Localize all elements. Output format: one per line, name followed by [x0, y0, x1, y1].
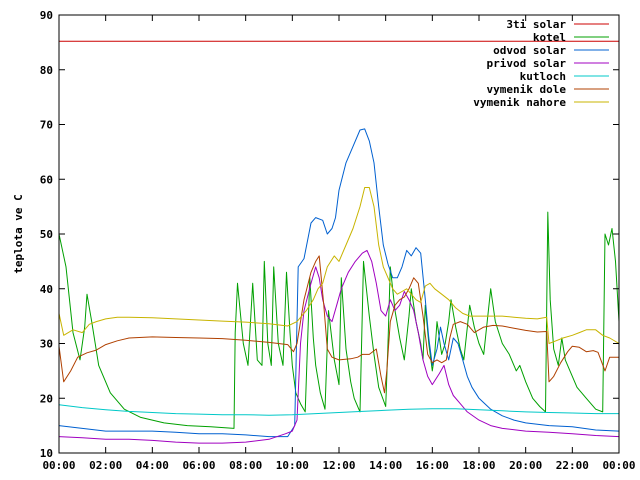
x-tick-label: 06:00: [182, 459, 215, 472]
y-tick-label: 60: [40, 173, 53, 186]
y-tick-label: 40: [40, 283, 53, 296]
y-tick-label: 10: [40, 447, 53, 460]
legend-label: privod solar: [487, 57, 567, 70]
x-tick-label: 12:00: [322, 459, 355, 472]
x-tick-label: 04:00: [136, 459, 169, 472]
series-layer: [58, 40, 620, 444]
series-line-odvod-solar: [58, 128, 620, 438]
legend-label: odvod solar: [493, 44, 566, 57]
legend-label: 3ti solar: [506, 18, 566, 31]
axis-layer: 10 20 30 40 50 60 70 80 90 00:00 02:00 04:00 06:00 08…: [40, 9, 636, 472]
x-tick-label: 22:00: [556, 459, 589, 472]
series-line-kotel: [58, 211, 620, 429]
x-tick-label: 00:00: [42, 459, 75, 472]
legend-label: vymenik dole: [487, 83, 567, 96]
x-tick-label: 08:00: [229, 459, 262, 472]
x-tick-label: 10:00: [276, 459, 309, 472]
x-tick-label: 02:00: [89, 459, 122, 472]
x-tick-label: 14:00: [369, 459, 402, 472]
y-tick-label: 90: [40, 9, 53, 22]
x-tick-label: 20:00: [509, 459, 542, 472]
legend-label: kotel: [533, 31, 566, 44]
x-tick-label: 18:00: [462, 459, 495, 472]
x-tick-label: 16:00: [416, 459, 449, 472]
series-line-privod-solar: [58, 249, 620, 444]
y-tick-label: 20: [40, 392, 53, 405]
legend-label: vymenik nahore: [473, 96, 566, 109]
y-tick-label: 70: [40, 119, 53, 132]
y-tick-label: 80: [40, 64, 53, 77]
y-tick-label: 50: [40, 228, 53, 241]
series-line-kutloch: [58, 404, 619, 416]
series-line-vymenik-nahore: [58, 187, 620, 344]
x-tick-label: 00:00: [602, 459, 635, 472]
legend-label: kutloch: [520, 70, 566, 83]
series-line-vymenik-dole: [58, 255, 619, 394]
y-tick-label: 30: [40, 338, 53, 351]
y-axis-label: teplota ve C: [12, 194, 25, 273]
